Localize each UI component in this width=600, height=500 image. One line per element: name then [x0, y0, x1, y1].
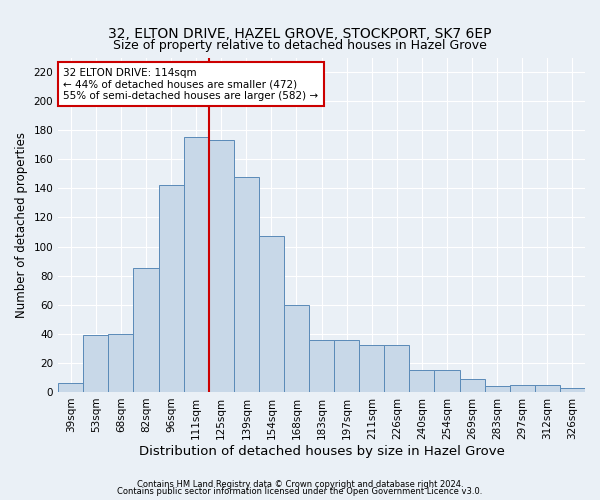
Bar: [109, 334, 133, 392]
Bar: [359, 346, 385, 392]
Bar: [284, 304, 309, 392]
Bar: [309, 340, 334, 392]
Text: 32 ELTON DRIVE: 114sqm
← 44% of detached houses are smaller (472)
55% of semi-de: 32 ELTON DRIVE: 114sqm ← 44% of detached…: [64, 68, 319, 100]
Bar: [385, 346, 409, 392]
Bar: [133, 268, 158, 392]
Bar: [485, 386, 510, 392]
Bar: [83, 335, 109, 392]
Text: Contains HM Land Registry data © Crown copyright and database right 2024.: Contains HM Land Registry data © Crown c…: [137, 480, 463, 489]
Bar: [535, 384, 560, 392]
Bar: [334, 340, 359, 392]
X-axis label: Distribution of detached houses by size in Hazel Grove: Distribution of detached houses by size …: [139, 444, 505, 458]
Bar: [58, 383, 83, 392]
Bar: [209, 140, 234, 392]
Bar: [409, 370, 434, 392]
Bar: [158, 186, 184, 392]
Bar: [184, 138, 209, 392]
Bar: [560, 388, 585, 392]
Y-axis label: Number of detached properties: Number of detached properties: [15, 132, 28, 318]
Text: 32, ELTON DRIVE, HAZEL GROVE, STOCKPORT, SK7 6EP: 32, ELTON DRIVE, HAZEL GROVE, STOCKPORT,…: [108, 28, 492, 42]
Bar: [510, 384, 535, 392]
Bar: [259, 236, 284, 392]
Bar: [434, 370, 460, 392]
Bar: [234, 176, 259, 392]
Bar: [460, 379, 485, 392]
Text: Contains public sector information licensed under the Open Government Licence v3: Contains public sector information licen…: [118, 487, 482, 496]
Text: Size of property relative to detached houses in Hazel Grove: Size of property relative to detached ho…: [113, 39, 487, 52]
